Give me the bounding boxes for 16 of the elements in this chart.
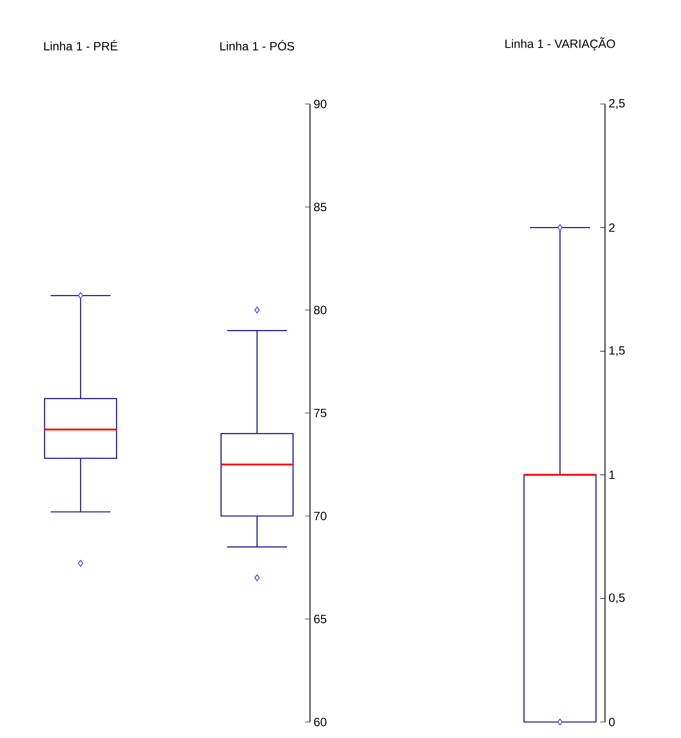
- y-tick-label: 60: [314, 718, 326, 726]
- y-tick-label: 0: [609, 718, 615, 726]
- y-tick-label: 1: [609, 470, 615, 479]
- x-tick-label: Linha 1 - PÓS: [220, 40, 294, 50]
- y-tick-label: 2,5: [609, 99, 625, 109]
- y-tick-label: 0,5: [609, 593, 625, 604]
- y-tick-label: 75: [314, 408, 326, 418]
- y-tick-label: 90: [314, 100, 326, 108]
- y-tick-label: 85: [314, 202, 326, 212]
- y-tick-label: 1,5: [609, 346, 625, 356]
- y-tick-label: 2: [609, 223, 615, 232]
- y-tick-label: 65: [314, 614, 326, 624]
- x-tick-label: Linha 1 - PRÉ: [44, 40, 118, 50]
- y-tick-label: 80: [314, 306, 326, 314]
- y-tick-label: 70: [314, 512, 326, 520]
- x-tick-label: Linha 1 - VARIAÇÃO: [505, 37, 615, 50]
